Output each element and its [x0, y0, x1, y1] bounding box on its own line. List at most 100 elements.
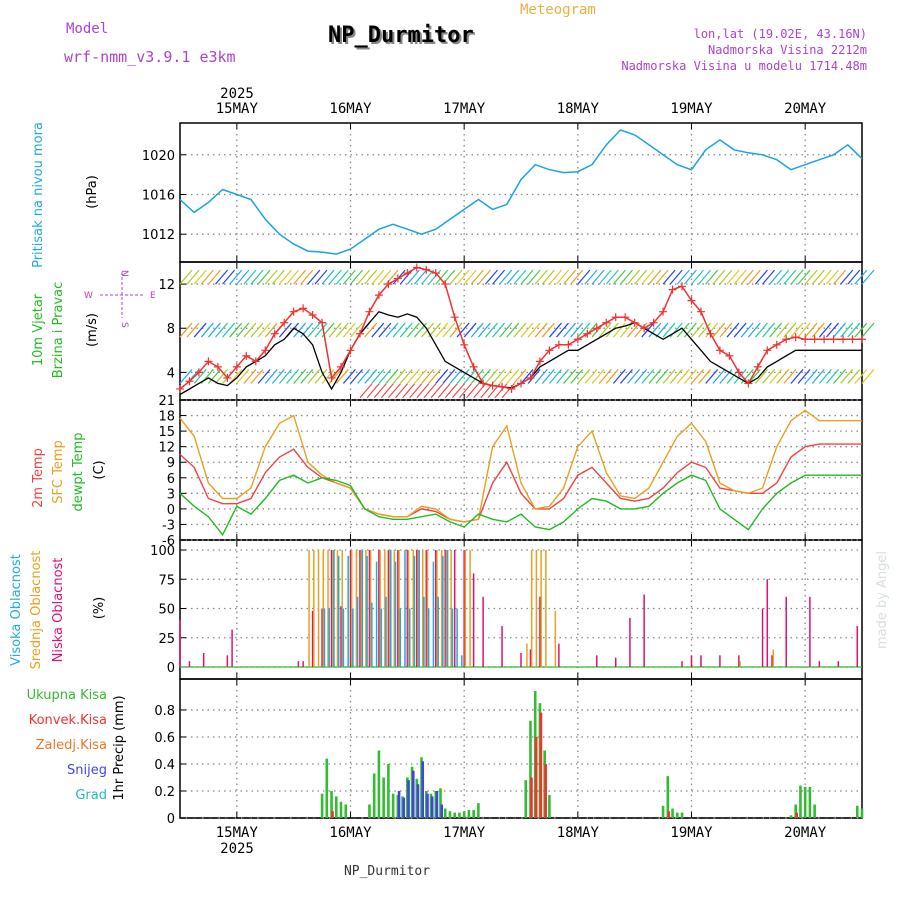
wind-barb [215, 322, 228, 338]
wind-barb [797, 369, 811, 384]
wind-barb [350, 369, 363, 384]
wind-barb [698, 369, 712, 384]
wind-barb [485, 322, 498, 338]
wind-barb [378, 322, 392, 338]
wind-speed-marker [308, 310, 317, 319]
wind-barb [179, 269, 193, 285]
total-precip-bar [391, 793, 395, 818]
wind-barb [726, 322, 740, 338]
wind-barb [804, 322, 818, 338]
wind-barb [456, 322, 470, 338]
wind-barb [776, 322, 790, 338]
year-bottom: 2025 [220, 841, 254, 857]
wind-barb [264, 369, 278, 384]
wind-barb [563, 322, 577, 338]
wind-barb [328, 322, 342, 338]
wind-barb [314, 369, 328, 384]
wind-speed-marker [194, 368, 203, 377]
wind-barb [229, 269, 243, 285]
wind-barb [520, 322, 534, 338]
wind-barb [620, 369, 633, 384]
wind-barb [634, 369, 648, 384]
wind-barb [847, 369, 861, 384]
wind-barb-low [451, 383, 465, 399]
wind-speed-marker [450, 313, 459, 322]
wind-speed-marker [583, 329, 592, 338]
wind-barb [826, 269, 839, 285]
wind-speed-marker [242, 351, 251, 360]
wind-barb-low [366, 383, 380, 399]
wind-barb [463, 269, 477, 285]
wind-barb [271, 269, 285, 285]
total-precip-bar [855, 805, 859, 818]
wind-barb [655, 269, 669, 285]
wind-barb [449, 369, 463, 384]
model-elevation-text: Nadmorska Visina u modelu 1714.48m [621, 59, 867, 73]
wind-barb [477, 269, 491, 285]
dewpt-line [179, 474, 862, 537]
wind-speed-marker [744, 379, 753, 388]
wind-speed-marker [327, 373, 336, 382]
total-precip-bar [439, 788, 442, 818]
hail-label: Grad [75, 788, 107, 803]
wind-barb [754, 269, 768, 285]
wind-barb [769, 369, 783, 384]
wind-barb [286, 269, 300, 285]
wind-barb-low [501, 383, 515, 399]
wind-barb [286, 369, 300, 384]
wind-barb [279, 369, 292, 384]
total-precip-bar [377, 750, 381, 818]
wind-barb [833, 269, 847, 285]
wind-speed-marker [763, 346, 772, 355]
wind-barb [314, 269, 328, 285]
total-precip-bar [803, 786, 807, 818]
wind-speed-marker [734, 368, 743, 377]
model-label: Model [66, 21, 108, 37]
wind-barb [179, 322, 193, 338]
panel-frames [179, 122, 863, 819]
wind-speed-marker [545, 346, 554, 355]
wind-speed-marker [801, 335, 810, 344]
wind-barb [648, 322, 662, 338]
wind-barb-low [395, 383, 408, 399]
wind-speed-marker [299, 304, 308, 313]
wind-barb [413, 269, 427, 285]
wind-barb [520, 369, 534, 384]
wind-barb [840, 369, 854, 384]
total-precip-bar [548, 795, 551, 818]
total-precip-bar [671, 808, 674, 818]
wind-barb [215, 369, 228, 384]
panel-frame [179, 678, 863, 819]
wind-barb [762, 269, 775, 285]
model-name: wrf-nmm_v3.9.1 e3km [64, 48, 236, 66]
wind-barb [783, 322, 797, 338]
temp-unit: (C) [92, 460, 107, 479]
wind-barb [783, 269, 797, 285]
wind-barb [726, 269, 740, 285]
wind-barb [740, 269, 754, 285]
wind-barb [222, 322, 236, 338]
wind-barb [662, 322, 676, 338]
wind-barb [705, 269, 719, 285]
wind-barb [598, 369, 612, 384]
wind-barb [669, 269, 683, 285]
day-labels-bottom: 15MAY 16MAY 17MAY 18MAY 19MAY 20MAY [216, 825, 827, 841]
wind-barb [556, 369, 569, 384]
wind-barb [357, 269, 371, 285]
wind-barb [698, 269, 712, 285]
wind-barb [811, 269, 825, 285]
wind-plot [176, 263, 875, 399]
wind-barb [250, 269, 264, 285]
wind-barb [406, 322, 420, 338]
wind-barb [307, 269, 321, 285]
wind-barb [577, 322, 591, 338]
wind-speed-marker [829, 335, 838, 344]
total-precip-bar [387, 763, 390, 818]
y-tick-label: 50 [158, 603, 175, 618]
wind-barb [719, 369, 733, 384]
wind-barb [726, 369, 740, 384]
wind-barb [456, 369, 470, 384]
wind-barb [861, 322, 875, 338]
wind-barb [257, 269, 271, 285]
